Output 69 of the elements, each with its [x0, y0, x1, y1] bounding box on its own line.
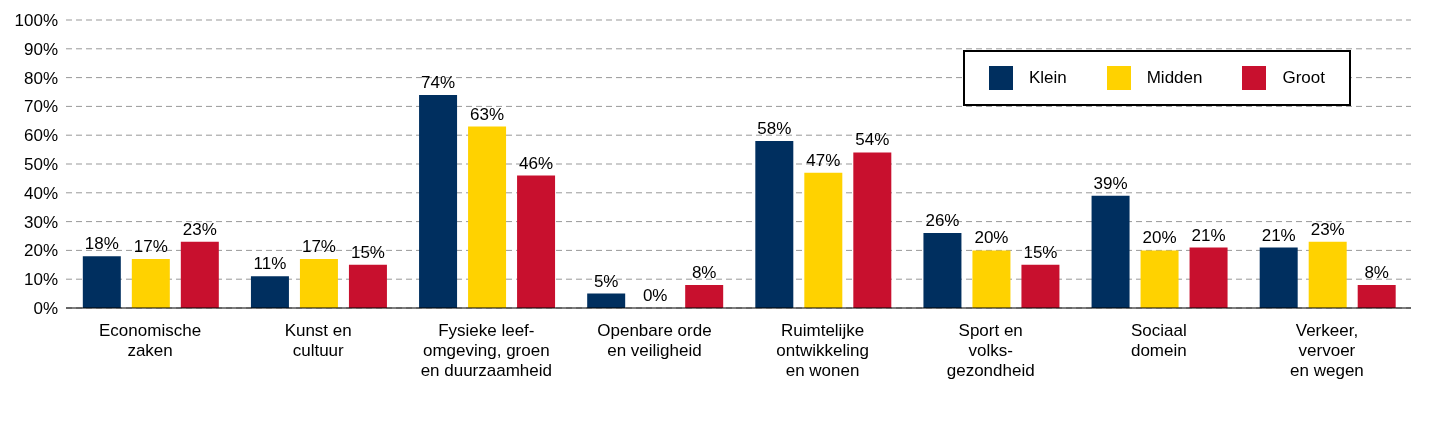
x-tick-label: Verkeer, vervoer en wegen [1290, 321, 1364, 380]
y-tick-label: 40% [23, 183, 58, 203]
bar [468, 126, 507, 308]
x-tick-label: Sport en volks- gezondheid [946, 321, 1035, 380]
legend-label: Klein [1028, 68, 1067, 88]
x-tick-label: Sociaal domein [1130, 321, 1187, 360]
data-label: 63% [470, 104, 505, 124]
bar [1259, 247, 1298, 308]
bar [1091, 195, 1130, 308]
bar [250, 276, 289, 308]
y-tick-label: 60% [23, 126, 58, 146]
y-tick-label: 100% [14, 11, 58, 31]
data-label: 74% [421, 72, 456, 92]
bar [1021, 264, 1060, 308]
data-label: 21% [1191, 225, 1226, 245]
data-label: 23% [1310, 219, 1345, 239]
bar [299, 259, 338, 308]
data-label: 8% [1364, 262, 1389, 282]
y-tick-label: 30% [23, 212, 58, 232]
bar [853, 152, 892, 308]
y-tick-label: 90% [23, 39, 58, 59]
data-label: 11% [253, 254, 287, 274]
y-tick-label: 0% [33, 299, 58, 319]
bar [348, 264, 387, 308]
bar [1357, 284, 1396, 308]
bar [517, 175, 556, 308]
data-label: 17% [133, 237, 168, 257]
data-label: 47% [806, 150, 841, 170]
x-tick-label: Ruimtelijke ontwikkeling en wonen [776, 321, 869, 380]
bar [131, 259, 170, 308]
x-tick-label: Fysieke leef- omgeving, groen en duurzaamheid [420, 321, 552, 380]
bar [755, 140, 794, 308]
y-tick-label: 10% [23, 270, 58, 290]
y-tick-label: 50% [23, 155, 58, 175]
bar [1189, 247, 1228, 308]
data-label: 8% [691, 262, 717, 282]
data-label: 39% [1093, 173, 1128, 193]
data-label: 5% [593, 271, 619, 291]
bar [923, 233, 962, 308]
data-label: 54% [855, 130, 890, 150]
y-tick-label: 20% [23, 241, 58, 261]
data-label: 15% [350, 242, 385, 262]
data-label: 17% [301, 237, 336, 257]
data-label: 18% [84, 234, 119, 254]
data-label: 58% [757, 118, 792, 138]
legend-label: Groot [1282, 68, 1325, 88]
data-label: 15% [1023, 242, 1058, 262]
bar [82, 256, 121, 308]
bar [685, 284, 724, 308]
bar [1308, 241, 1347, 308]
bar [972, 250, 1011, 308]
bar [180, 241, 219, 308]
y-tick-label: 80% [23, 68, 58, 88]
data-label: 23% [182, 219, 217, 239]
x-tick-label: Kunst en cultuur [284, 321, 352, 360]
x-tick-label: Openbare orde en veiligheid [597, 321, 712, 360]
legend-label: Midden [1146, 68, 1203, 88]
data-label: 26% [925, 211, 960, 231]
bar [1140, 250, 1179, 308]
x-tick-label: Economische zaken [99, 321, 202, 360]
bar [587, 293, 626, 308]
data-label: 0% [642, 285, 668, 305]
data-label: 46% [519, 153, 554, 173]
bar [419, 94, 458, 308]
data-label: 21% [1261, 225, 1296, 245]
bar [804, 172, 843, 308]
data-label: 20% [1142, 228, 1177, 248]
y-tick-label: 70% [23, 97, 58, 117]
data-label: 20% [974, 228, 1009, 248]
